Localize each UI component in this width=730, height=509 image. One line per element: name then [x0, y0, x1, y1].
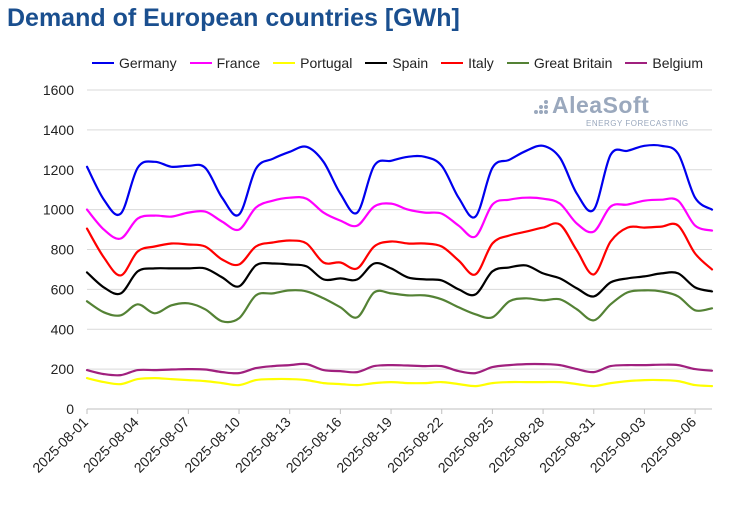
legend-swatch [365, 62, 388, 64]
watermark-name: AleaSoft [552, 92, 650, 118]
legend-label: Great Britain [533, 55, 613, 71]
legend-item-belgium: Belgium [625, 55, 703, 71]
legend-swatch [273, 62, 296, 64]
legend-item-portugal: Portugal [273, 55, 352, 71]
y-tick-label: 800 [51, 242, 75, 258]
y-tick-label: 200 [51, 361, 75, 377]
aleasoft-watermark: AleaSoft ENERGY FORECASTING [532, 92, 707, 130]
chart-legend: Germany France Portugal Spain Italy Great Bri… [92, 54, 716, 72]
legend-item-spain: Spain [365, 55, 428, 71]
legend-label: Portugal [300, 55, 353, 71]
series-line-france [85, 196, 714, 240]
legend-swatch [441, 62, 464, 64]
y-tick-label: 1600 [43, 82, 74, 98]
legend-item-france: France [189, 55, 261, 71]
x-tick-label: 2025-09-06 [637, 414, 699, 476]
legend-label: Italy [468, 55, 494, 71]
series-line-portugal [85, 377, 714, 388]
legend-label: France [216, 55, 261, 71]
y-tick-label: 1000 [43, 202, 74, 218]
y-tick-label: 0 [66, 401, 74, 417]
legend-label: Germany [119, 55, 177, 71]
series-line-belgium [85, 362, 714, 377]
y-tick-label: 1200 [43, 162, 74, 178]
chart-title: Demand of European countries [GWh] [7, 4, 460, 32]
series-line-spain [85, 261, 714, 298]
legend-swatch [189, 62, 212, 64]
series-line-italy [85, 222, 714, 277]
watermark-subtitle: ENERGY FORECASTING [586, 119, 689, 128]
y-tick-label: 400 [51, 321, 75, 337]
legend-swatch [92, 62, 114, 64]
legend-swatch [625, 62, 648, 64]
y-tick-label: 600 [51, 281, 75, 297]
series-line-germany [85, 143, 714, 219]
legend-item-italy: Italy [441, 55, 494, 71]
legend-label: Spain [392, 55, 429, 71]
series-line-great-britain [85, 289, 714, 324]
aleasoft-logo-icon [534, 100, 548, 114]
legend-item-great-britain: Great Britain [506, 55, 613, 71]
legend-swatch [506, 62, 529, 64]
y-tick-label: 1400 [43, 122, 74, 138]
legend-item-germany: Germany [92, 55, 177, 71]
legend-label: Belgium [652, 55, 703, 71]
